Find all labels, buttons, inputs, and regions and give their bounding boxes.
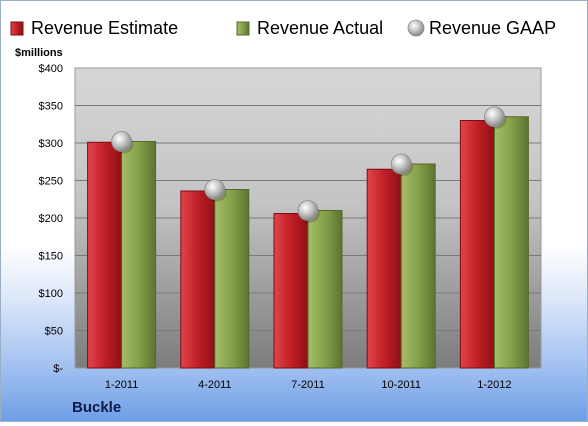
gaap-marker-1-2012 bbox=[483, 106, 505, 128]
estimate-bar-10-2011 bbox=[366, 168, 402, 369]
estimate-bar-4-2011 bbox=[180, 190, 216, 369]
estimate-bar-1-2011 bbox=[87, 141, 123, 369]
actual-bar-4-2011 bbox=[214, 189, 250, 369]
company-label: Buckle bbox=[72, 399, 121, 416]
x-tick-label: 1-2012 bbox=[477, 379, 511, 391]
legend-swatch bbox=[236, 21, 250, 36]
y-tick-label: $150 bbox=[39, 251, 63, 263]
y-tick-label: $300 bbox=[39, 138, 63, 150]
legend-item: Revenue GAAP bbox=[407, 18, 556, 38]
bars bbox=[87, 116, 529, 369]
y-tick-label: $350 bbox=[39, 101, 63, 113]
actual-bar-10-2011 bbox=[400, 163, 436, 369]
y-tick-labels: $- $50 $100 $150 $200 $250 $300 $350 $400 bbox=[39, 63, 64, 375]
actual-bar-1-2011 bbox=[121, 141, 157, 369]
y-tick-label: $400 bbox=[39, 63, 63, 75]
legend-item: Revenue Actual bbox=[236, 18, 383, 38]
legend-label: Revenue Estimate bbox=[31, 18, 178, 38]
y-tick-label: $250 bbox=[39, 176, 63, 188]
chart-legend: Revenue Estimate Revenue Actual Revenue GA… bbox=[10, 18, 556, 38]
x-tick-label: 4-2011 bbox=[198, 379, 231, 391]
y-tick-label: $200 bbox=[39, 213, 63, 225]
actual-bar-7-2011 bbox=[307, 210, 343, 369]
estimate-bar-7-2011 bbox=[273, 213, 309, 369]
legend-swatch bbox=[407, 19, 425, 37]
y-axis-label: $millions bbox=[15, 47, 63, 59]
gaap-marker-1-2011 bbox=[111, 131, 132, 152]
legend-item: Revenue Estimate bbox=[10, 18, 178, 38]
gaap-marker-10-2011 bbox=[390, 153, 412, 175]
y-tick-label: $50 bbox=[45, 326, 63, 338]
x-tick-labels: 1-2011 4-2011 7-2011 10-2011 1-2012 bbox=[105, 379, 512, 391]
actual-bar-1-2012 bbox=[493, 116, 529, 369]
legend-label: Revenue Actual bbox=[257, 18, 383, 38]
x-tick-label: 7-2011 bbox=[291, 379, 324, 391]
y-tick-label: $- bbox=[53, 363, 63, 375]
gaap-marker-7-2011 bbox=[297, 200, 319, 221]
legend-label: Revenue GAAP bbox=[429, 18, 556, 38]
gaap-marker-4-2011 bbox=[204, 179, 226, 200]
y-tick-label: $100 bbox=[39, 288, 63, 300]
x-tick-label: 10-2011 bbox=[381, 379, 421, 391]
legend-swatch bbox=[10, 21, 24, 36]
estimate-bar-1-2012 bbox=[459, 120, 495, 369]
gaap-markers bbox=[111, 106, 507, 223]
x-tick-label: 1-2011 bbox=[105, 379, 138, 391]
